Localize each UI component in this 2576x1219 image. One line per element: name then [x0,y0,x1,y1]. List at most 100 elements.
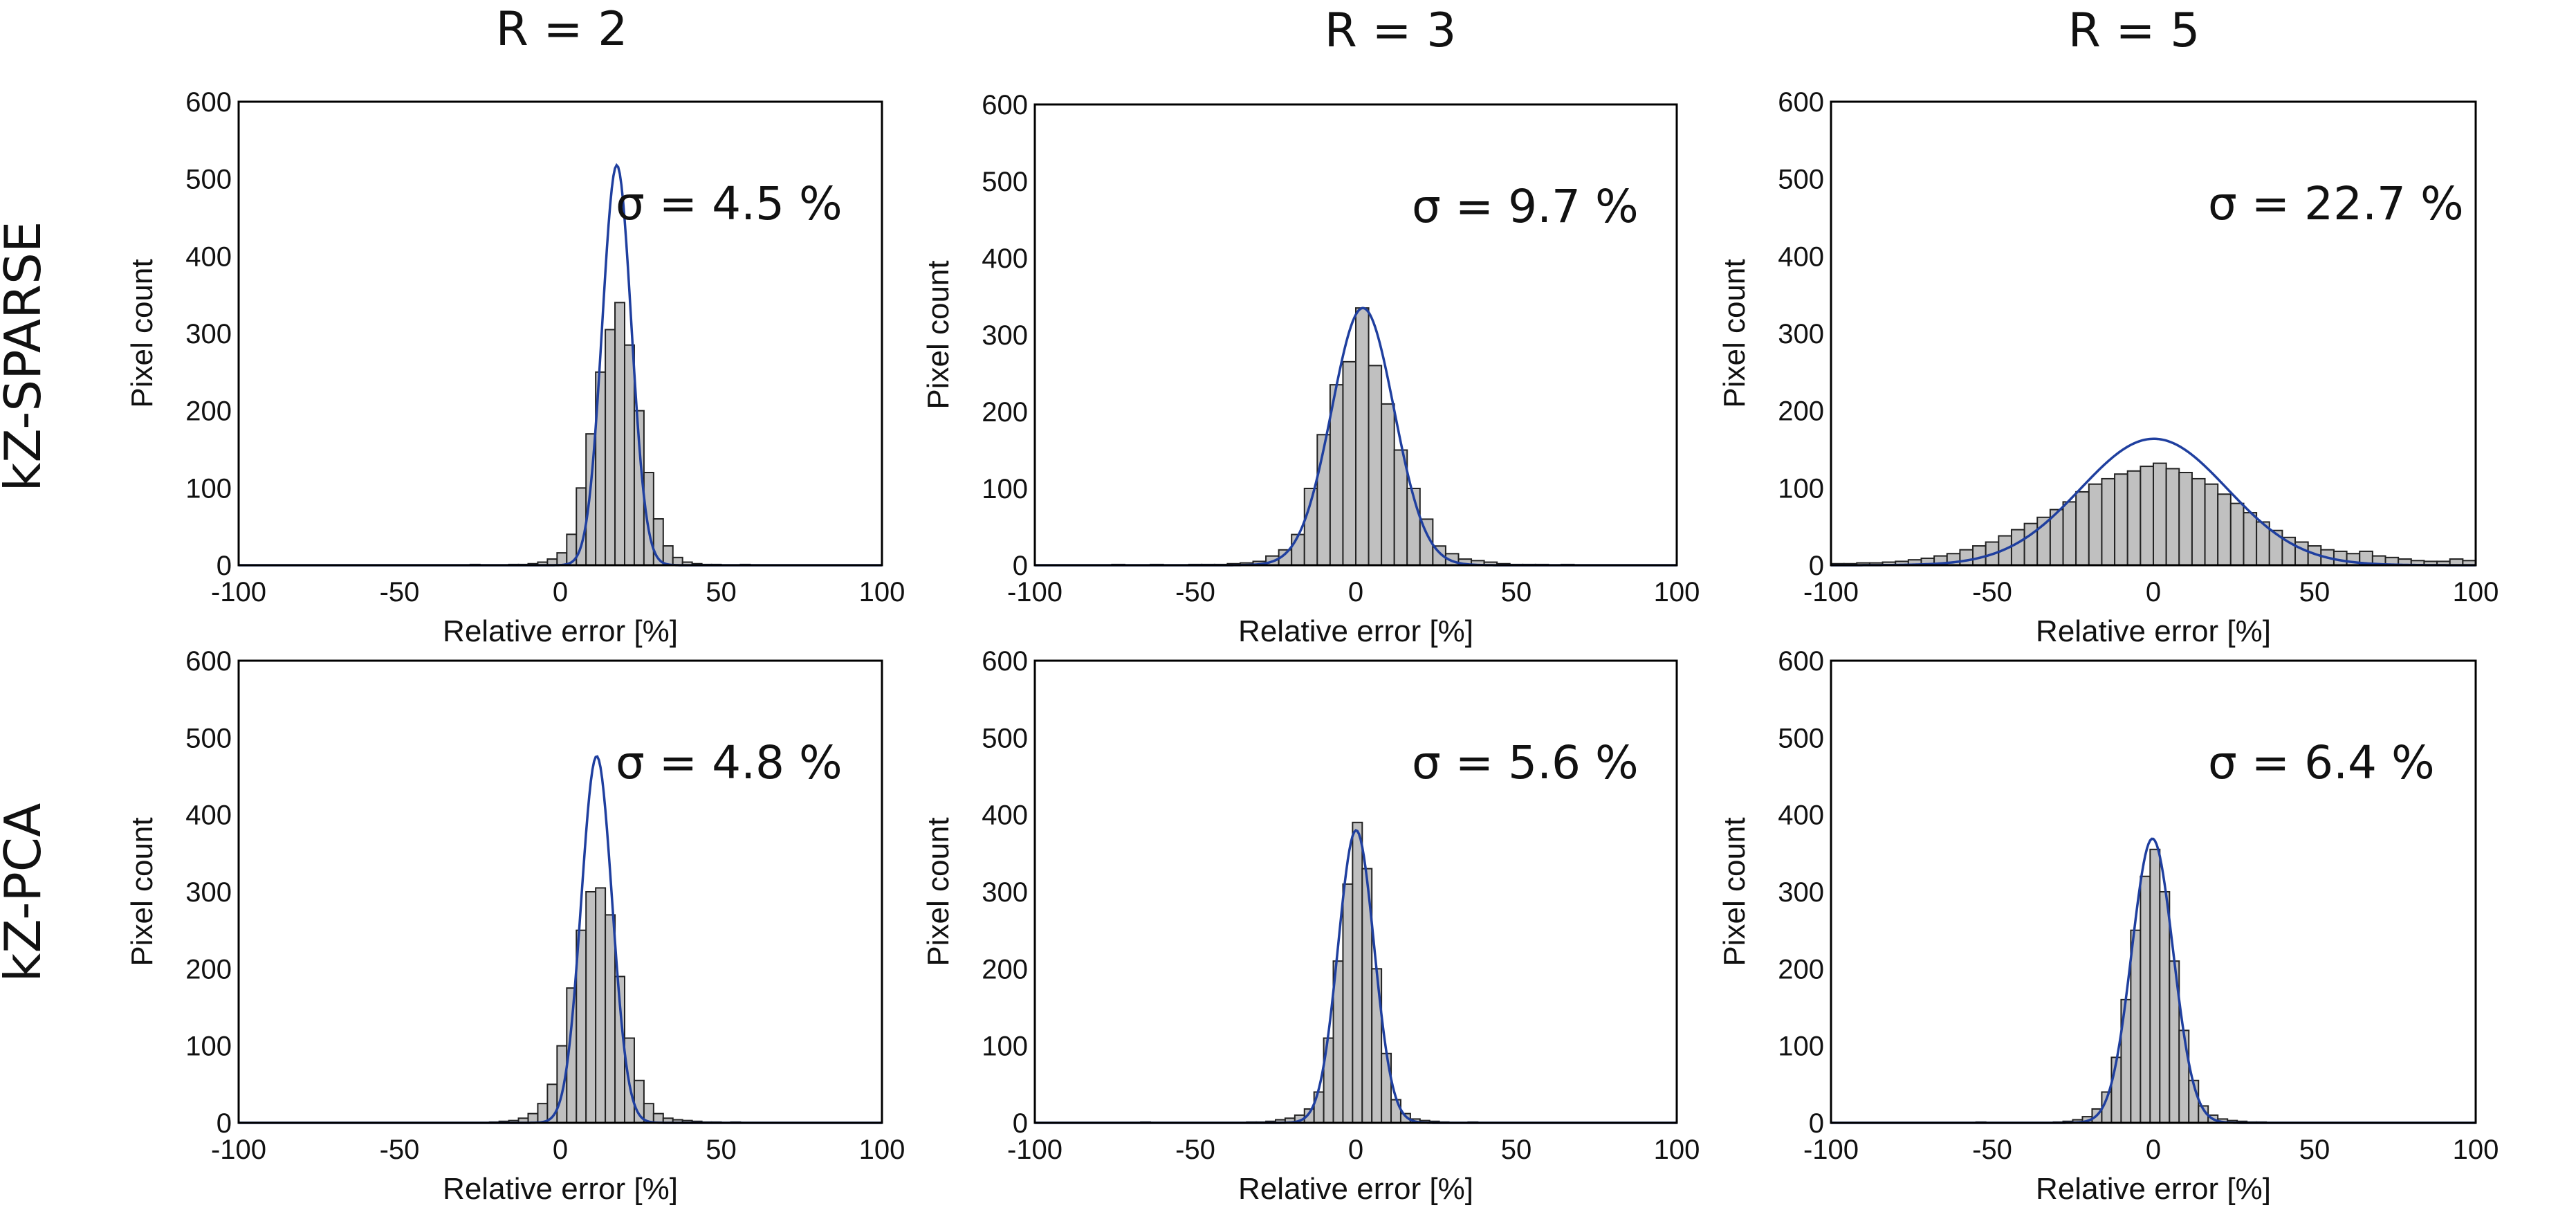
y-tick-label: 600 [1778,87,1824,118]
x-tick-label: -50 [380,1135,420,1165]
x-tick-label: 0 [553,577,568,607]
x-tick-label: 50 [2299,577,2330,607]
gaussian-fit-line [1831,437,2476,567]
histogram-bar [1959,549,1974,566]
y-tick-label: 0 [1809,1108,1824,1139]
histogram-bar [1291,533,1305,566]
y-tick-label: 200 [185,954,232,984]
y-tick-label: 500 [1778,723,1824,753]
histogram-kz-pca-r-3: 0 100 200 300 400 500 600 -100 -50 0 50 100 Relative… [921,646,1700,1206]
bars [1140,821,1479,1124]
histogram-bar [2191,477,2206,566]
x-tick-label: 0 [2146,577,2161,607]
histogram-bar [2243,512,2258,567]
x-tick-label: 50 [1501,577,1532,607]
histogram-bar [2159,891,2171,1124]
x-axis-label: Relative error [%] [2036,1172,2271,1206]
x-tick-label: 100 [1654,1135,1700,1165]
sigma-annotation: σ = 9.7 % [1412,180,1639,233]
y-tick-label: 400 [185,800,232,831]
y-tick-label: 300 [185,877,232,908]
x-tick-label: -50 [1175,1135,1215,1165]
x-tick-label: 50 [2299,1135,2330,1165]
plot-frame [1830,100,2477,567]
histogram-bar [2178,472,2193,566]
column-header-r3: R = 3 [1325,3,1457,58]
x-tick-label: 0 [1348,577,1363,607]
y-tick-label: 600 [982,90,1028,120]
column-header-r5: R = 5 [2068,3,2200,58]
histogram-bar [2149,848,2161,1124]
histogram-bar [2229,502,2245,566]
x-tick-label: 0 [2146,1135,2161,1165]
x-tick-label: -50 [1972,577,2012,607]
y-tick-label: 500 [982,167,1028,197]
plot-frame [237,100,883,567]
y-axis-label: Pixel count [1718,817,1751,966]
x-tick-label: 100 [1654,577,1700,607]
bars [488,887,742,1124]
y-tick-label: 100 [1778,1032,1824,1062]
y-tick-label: 0 [217,551,232,581]
y-tick-label: 400 [185,241,232,272]
sigma-annotation: σ = 4.8 % [616,736,843,789]
x-tick-label: -100 [211,1135,266,1165]
y-tick-label: 300 [982,320,1028,351]
histogram-bar [1381,1052,1392,1124]
histogram-bar [2130,929,2142,1124]
y-tick-label: 300 [982,877,1028,908]
row-header-kz-sparse: kZ-SPARSE [0,221,52,492]
row-header-kz-pca: kZ-PCA [0,803,52,982]
y-tick-label: 100 [982,474,1028,504]
histogram-kz-sparse-r-3: 0 100 200 300 400 500 600 -100 -50 0 50 100 Relative… [921,90,1700,648]
y-tick-label: 100 [1778,473,1824,504]
y-tick-label: 300 [1778,319,1824,349]
histogram-bar [2062,501,2077,566]
histogram-bar [624,344,635,566]
y-axis-label: Pixel count [1718,259,1751,407]
x-tick-label: 50 [706,1135,737,1165]
y-tick-label: 500 [185,723,232,753]
sigma-annotation: σ = 6.4 % [2208,736,2435,789]
plot-frame [1830,659,2477,1124]
x-tick-label: -50 [1972,1135,2012,1165]
x-axis-label: Relative error [%] [443,614,678,648]
histogram-bar [556,1045,568,1124]
x-tick-label: 0 [553,1135,568,1165]
y-tick-label: 500 [185,165,232,195]
histogram-bar [2140,875,2151,1124]
y-axis-label: Pixel count [921,260,955,409]
y-tick-label: 600 [185,87,232,118]
y-tick-label: 200 [1778,954,1824,984]
y-tick-label: 600 [185,646,232,677]
histogram-bar [1355,307,1370,566]
x-tick-label: -100 [211,577,266,607]
histogram-bar [2010,529,2025,567]
plot-frame [1033,103,1678,567]
histogram-bar [1381,403,1395,567]
plot-frame [237,659,883,1124]
histogram-bar [585,891,597,1124]
y-tick-label: 400 [1778,800,1824,831]
bars [1830,462,2477,567]
histogram-bar [1342,360,1356,566]
histogram-bar [2088,483,2103,566]
y-tick-label: 400 [982,244,1028,274]
y-tick-label: 0 [1013,551,1028,581]
plot-frame [1033,659,1678,1124]
histogram-bar [2075,491,2090,566]
histogram-bar [595,887,607,1124]
x-tick-label: -100 [1803,577,1859,607]
y-tick-label: 200 [982,397,1028,428]
y-tick-label: 0 [1013,1108,1028,1139]
histogram-bar [614,302,625,566]
x-tick-label: 100 [859,1135,905,1165]
x-tick-label: -100 [1007,577,1062,607]
histogram-bar [2217,493,2232,567]
x-tick-label: 0 [1348,1135,1363,1165]
y-tick-label: 200 [185,396,232,427]
x-tick-label: 50 [1501,1135,1532,1165]
y-tick-label: 100 [982,1032,1028,1062]
histogram-bar [1368,365,1383,567]
